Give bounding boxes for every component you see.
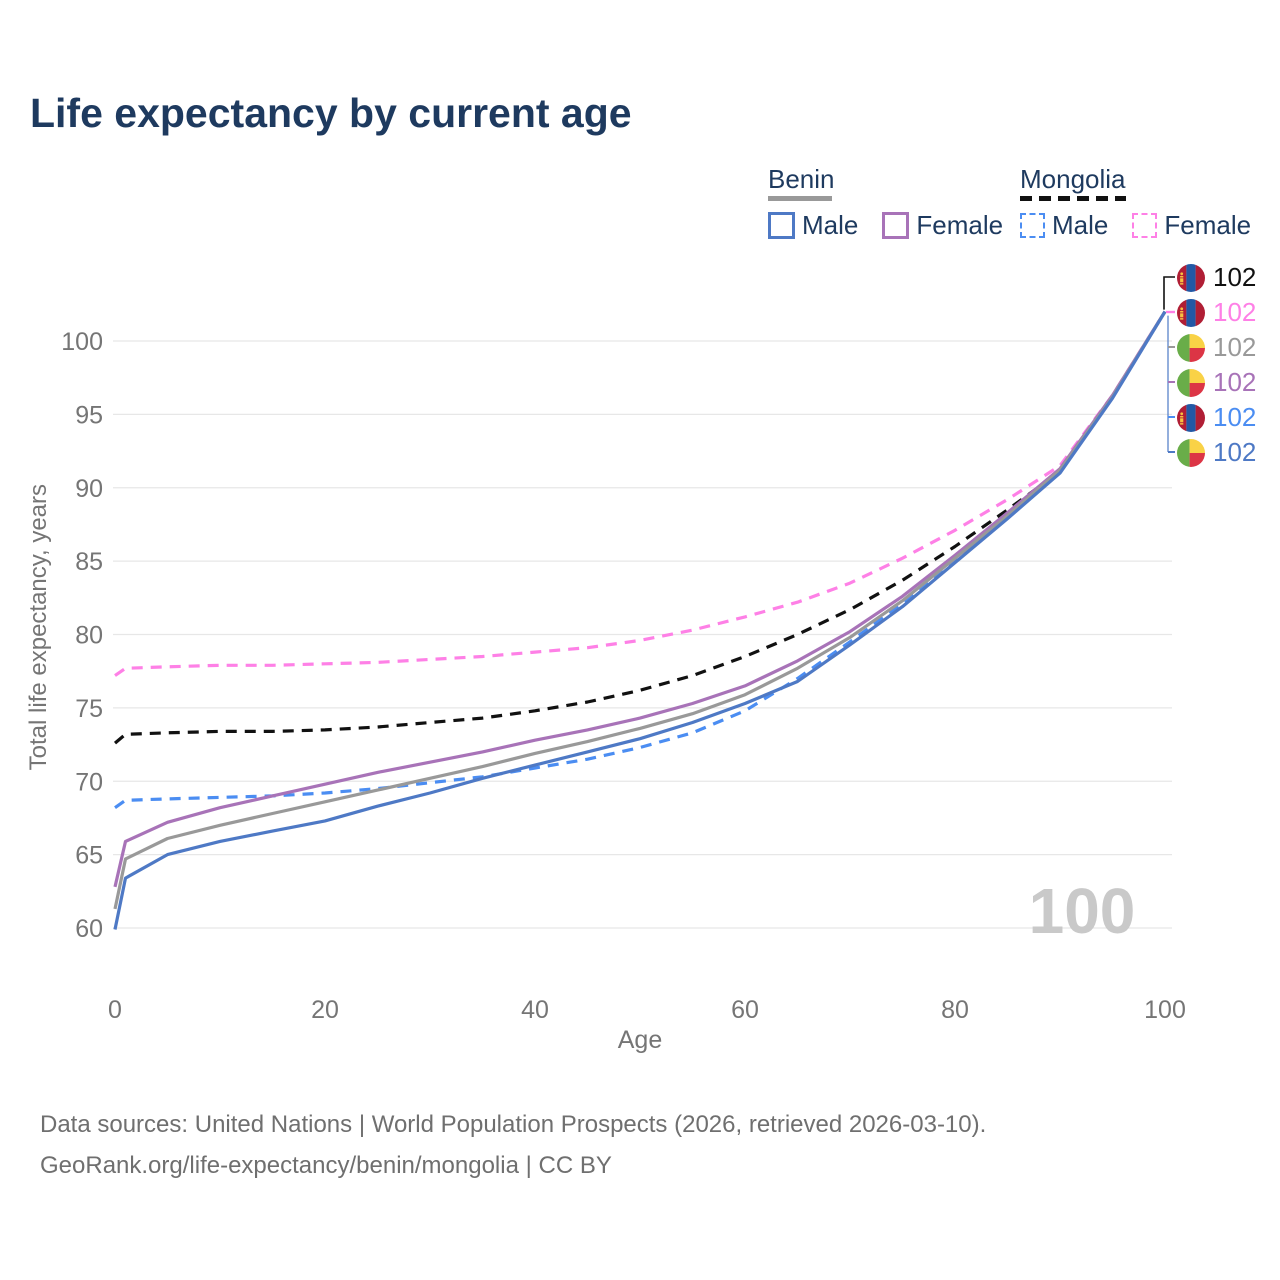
legend-item-mongolia-male[interactable]: Male bbox=[1020, 210, 1108, 241]
benin-female-label: Female bbox=[916, 210, 1004, 240]
benin-line-style-sample bbox=[768, 196, 832, 201]
end-label-value: 102 bbox=[1213, 332, 1257, 362]
x-tick-80: 80 bbox=[941, 996, 969, 1024]
benin-male-swatch bbox=[768, 212, 795, 239]
line-chart-plot-area: 60 65 70 75 80 85 90 95 100 0 20 40 60 80 100 Age Total … bbox=[25, 276, 1186, 1054]
age-watermark: 100 bbox=[1028, 875, 1136, 947]
end-label-benin: 102 bbox=[1177, 330, 1256, 365]
mongolia-line-style-sample bbox=[1020, 196, 1126, 201]
legend-country-mongolia[interactable]: Mongolia bbox=[1020, 165, 1251, 201]
x-tick-20: 20 bbox=[311, 996, 339, 1024]
y-tick-60: 60 bbox=[75, 915, 103, 943]
legend-country-mongolia-label: Mongolia bbox=[1020, 164, 1126, 194]
y-tick-85: 85 bbox=[75, 548, 103, 576]
legend-country-benin-label: Benin bbox=[768, 164, 835, 194]
y-tick-75: 75 bbox=[75, 695, 103, 723]
end-label-value: 102 bbox=[1213, 402, 1257, 432]
mongolia-flag-icon bbox=[1177, 263, 1205, 292]
y-tick-95: 95 bbox=[75, 401, 103, 429]
y-tick-90: 90 bbox=[75, 475, 103, 503]
benin-female-swatch bbox=[882, 212, 910, 239]
benin-flag-icon bbox=[1177, 333, 1205, 362]
legend-item-mongolia-female[interactable]: Female bbox=[1132, 210, 1251, 241]
legend-item-benin-male[interactable]: Male bbox=[768, 210, 858, 241]
end-label-value: 102 bbox=[1213, 297, 1257, 327]
chart-line-benin-male bbox=[113, 310, 1167, 930]
end-label-benin-female: 102 bbox=[1177, 365, 1256, 400]
x-tick-40: 40 bbox=[521, 996, 549, 1024]
mongolia-flag-icon bbox=[1177, 298, 1205, 327]
chart-line-mongolia bbox=[113, 310, 1167, 745]
chart-line-benin bbox=[113, 310, 1167, 910]
footer-attribution: GeoRank.org/life-expectancy/benin/mongol… bbox=[40, 1152, 612, 1179]
y-axis-label: Total life expectancy, years bbox=[25, 484, 52, 770]
end-label-mongolia-male: 102 bbox=[1177, 400, 1256, 435]
x-tick-0: 0 bbox=[108, 996, 122, 1024]
legend-items-mongolia: Male Female bbox=[1020, 210, 1251, 241]
benin-flag-icon bbox=[1177, 368, 1205, 397]
y-tick-100: 100 bbox=[61, 328, 103, 356]
mongolia-male-label: Male bbox=[1052, 210, 1109, 240]
chart-line-mongolia-female bbox=[114, 310, 1167, 677]
leader-line-mongolia bbox=[1163, 276, 1175, 310]
page-title: Life expectancy by current age bbox=[30, 90, 632, 136]
end-label-value: 102 bbox=[1213, 367, 1257, 397]
x-tick-60: 60 bbox=[731, 996, 759, 1024]
chart-line-mongolia-male bbox=[114, 310, 1167, 810]
benin-male-label: Male bbox=[802, 210, 859, 240]
footer-data-sources: Data sources: United Nations | World Pop… bbox=[40, 1111, 987, 1138]
legend-item-benin-female[interactable]: Female bbox=[882, 210, 1003, 241]
y-tick-70: 70 bbox=[75, 768, 103, 796]
y-tick-80: 80 bbox=[75, 622, 103, 650]
legend-items-benin: Male Female bbox=[768, 210, 1003, 241]
legend-country-benin[interactable]: Benin bbox=[768, 165, 1003, 201]
end-label-mongolia-female: 102 bbox=[1177, 295, 1256, 330]
chart-line-benin-female bbox=[113, 310, 1167, 888]
mongolia-flag-icon bbox=[1177, 403, 1205, 432]
footer: Data sources: United Nations | World Pop… bbox=[40, 1104, 986, 1186]
series-end-labels: 102 102 102 102 102 102 bbox=[1177, 260, 1256, 470]
end-label-mongolia: 102 bbox=[1177, 260, 1256, 295]
end-label-value: 102 bbox=[1213, 437, 1257, 467]
mongolia-female-swatch bbox=[1132, 213, 1158, 238]
mongolia-male-swatch bbox=[1020, 213, 1045, 238]
benin-flag-icon bbox=[1177, 438, 1205, 467]
legend-group-benin: Benin Male Female bbox=[768, 165, 1003, 241]
x-tick-100: 100 bbox=[1144, 996, 1186, 1024]
end-label-value: 102 bbox=[1213, 262, 1257, 292]
mongolia-female-label: Female bbox=[1164, 210, 1252, 240]
y-tick-65: 65 bbox=[75, 842, 103, 870]
x-axis-label: Age bbox=[618, 1026, 662, 1054]
legend-group-mongolia: Mongolia Male Female bbox=[1020, 165, 1251, 241]
end-label-benin-male: 102 bbox=[1177, 435, 1256, 470]
